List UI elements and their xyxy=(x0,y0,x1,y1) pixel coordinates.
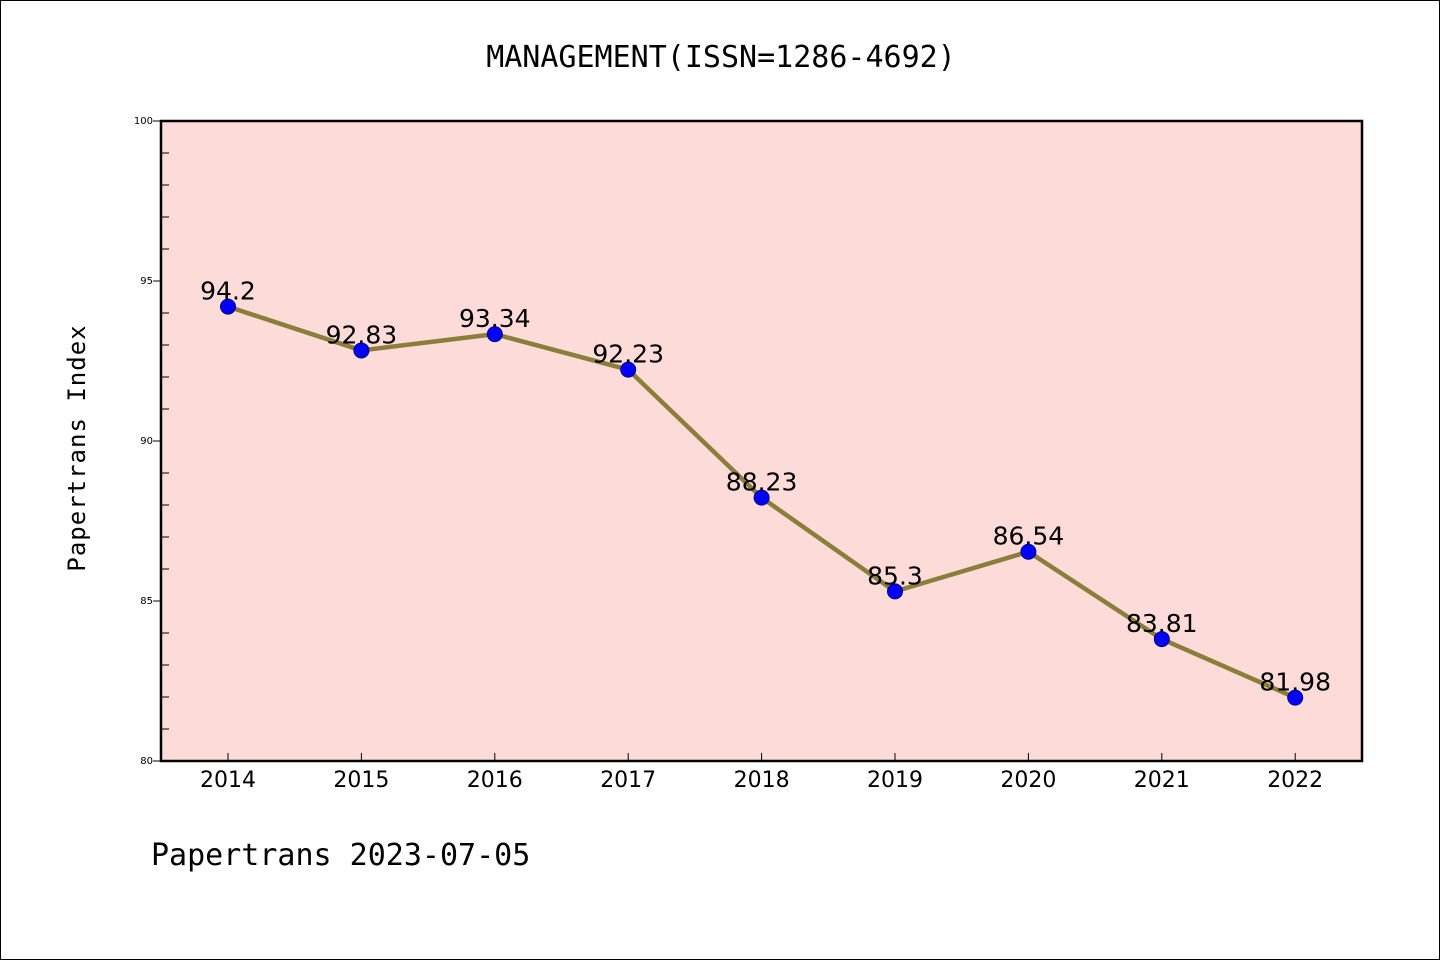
data-point xyxy=(1153,631,1170,648)
x-tick-label: 2015 xyxy=(333,768,389,793)
y-tick-label: 80 xyxy=(140,756,153,767)
data-point xyxy=(486,326,503,343)
y-axis-ticks: 80 85 90 95 100 xyxy=(134,116,161,767)
data-point xyxy=(353,342,370,359)
data-label: 88.23 xyxy=(726,468,798,497)
data-label: 81.98 xyxy=(1259,668,1331,697)
x-tick-label: 2018 xyxy=(734,768,790,793)
footer-date: Papertrans 2023-07-05 xyxy=(151,838,530,873)
data-label: 86.54 xyxy=(993,522,1065,551)
x-axis-ticks: 2014 2015 2016 2017 2018 2019 2020 2021 2022 xyxy=(200,753,1323,793)
chart-title: MANAGEMENT(ISSN=1286-4692) xyxy=(486,40,956,75)
data-markers xyxy=(220,298,1304,706)
x-tick-label: 2021 xyxy=(1134,768,1190,793)
y-minor-ticks xyxy=(161,152,169,730)
x-tick-label: 2022 xyxy=(1267,768,1323,793)
data-point xyxy=(1020,543,1037,560)
plot-area xyxy=(161,121,1362,761)
plot-frame xyxy=(159,119,1364,763)
data-label: 92.83 xyxy=(326,320,398,349)
x-tick-label: 2017 xyxy=(600,768,656,793)
x-tick-label: 2014 xyxy=(200,768,256,793)
y-tick-label: 100 xyxy=(134,116,153,127)
data-point xyxy=(620,361,637,378)
data-point xyxy=(1287,689,1304,706)
data-label: 94.2 xyxy=(200,277,256,306)
data-labels: 94.2 92.83 93.34 92.23 88.23 85.3 86.54 83.81 81… xyxy=(200,277,1331,697)
data-label: 83.81 xyxy=(1126,609,1198,638)
x-tick-label: 2016 xyxy=(467,768,523,793)
x-tick-label: 2020 xyxy=(1000,768,1056,793)
data-point xyxy=(753,489,770,506)
data-point xyxy=(220,298,236,315)
y-tick-label: 95 xyxy=(140,276,153,287)
y-axis-label: Papertrans Index xyxy=(63,324,91,571)
data-label: 92.23 xyxy=(592,340,664,369)
data-point xyxy=(887,583,903,600)
y-tick-label: 90 xyxy=(140,436,153,447)
x-tick-label: 2019 xyxy=(867,768,923,793)
data-label: 85.3 xyxy=(867,561,923,590)
data-label: 93.34 xyxy=(459,304,531,333)
y-tick-label: 85 xyxy=(140,596,153,607)
